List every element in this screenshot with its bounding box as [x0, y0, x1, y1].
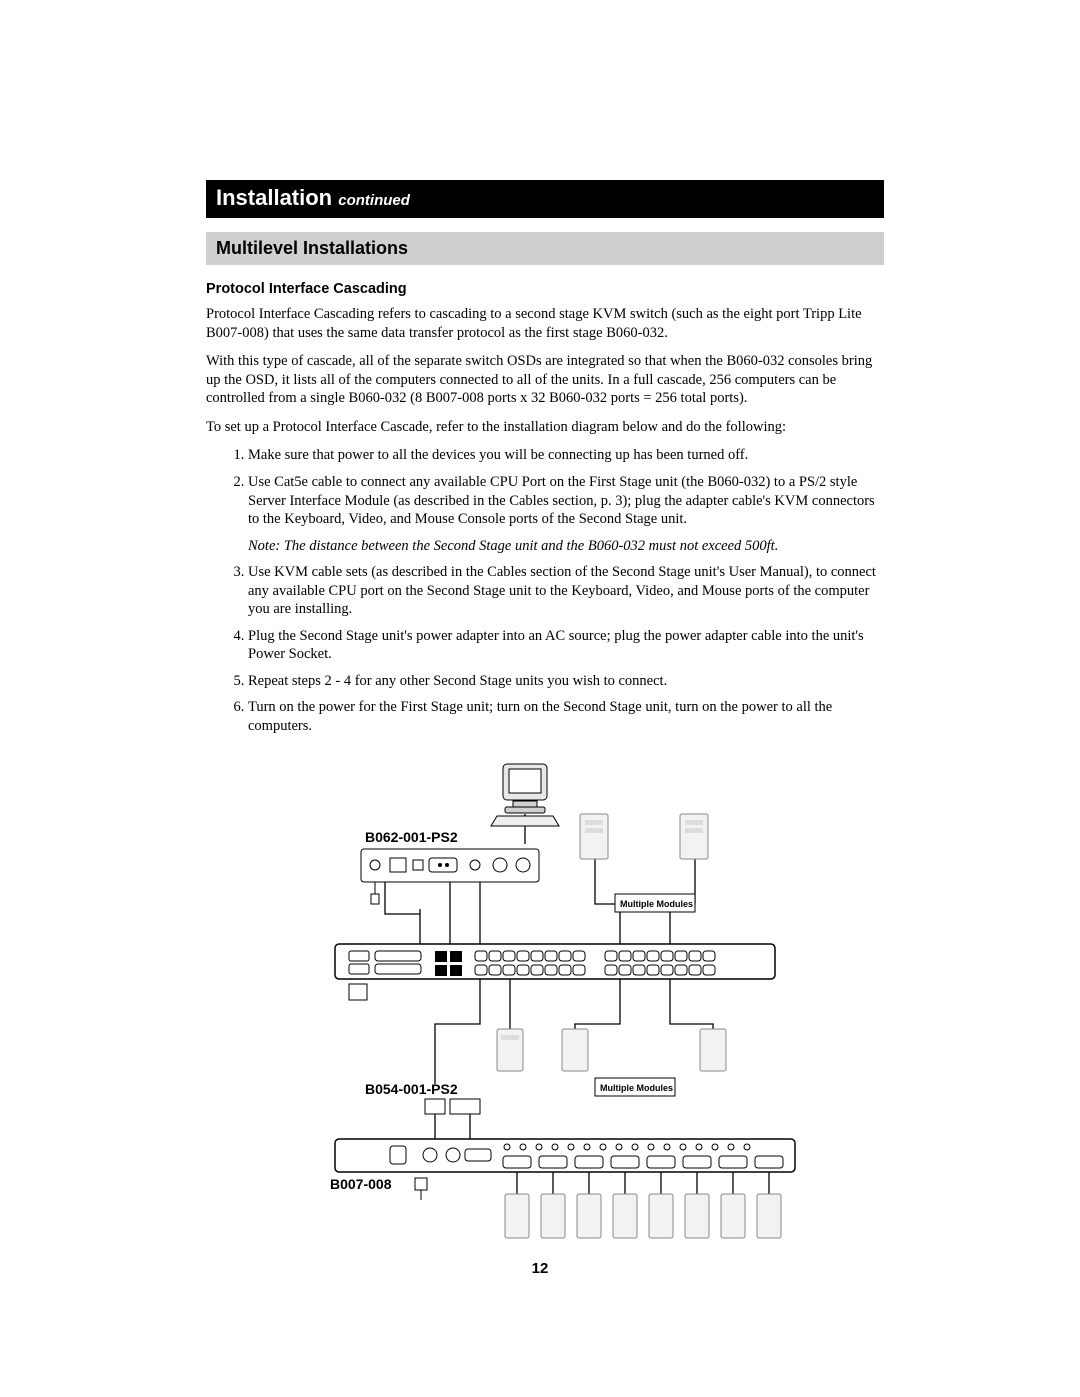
svg-text:Multiple Modules: Multiple Modules [600, 1083, 673, 1093]
header-black-bar: Installation continued [206, 180, 884, 218]
multiple-modules-box: Multiple Modules [595, 1078, 675, 1096]
steps-list: Make sure that power to all the devices … [206, 446, 884, 735]
label-b007: B007-008 [330, 1176, 392, 1192]
step-6: Turn on the power for the First Stage un… [248, 698, 884, 735]
tower-pc-icon [497, 1029, 523, 1071]
step-1: Make sure that power to all the devices … [248, 446, 884, 465]
tower-row [505, 1194, 781, 1238]
tower-pc-icon [580, 814, 608, 859]
installation-diagram: B062-001-PS2 [275, 754, 815, 1254]
paragraph-1: Protocol Interface Cascading refers to c… [206, 305, 884, 342]
header-title: Installation [216, 185, 332, 210]
tower-pc-icon [700, 1029, 726, 1071]
section-title-bar: Multilevel Installations [206, 232, 884, 265]
paragraph-3: To set up a Protocol Interface Cascade, … [206, 418, 884, 437]
paragraph-2: With this type of cascade, all of the se… [206, 352, 884, 408]
label-b054: B054-001-PS2 [365, 1081, 458, 1097]
subheading: Protocol Interface Cascading [206, 281, 884, 297]
body-text: Protocol Interface Cascading refers to c… [206, 305, 884, 735]
multiple-modules-box: Multiple Modules [615, 894, 695, 912]
section-title: Multilevel Installations [216, 238, 408, 258]
step-5: Repeat steps 2 - 4 for any other Second … [248, 672, 884, 691]
note: Note: The distance between the Second St… [248, 537, 884, 556]
monitor-icon [491, 764, 559, 826]
step-3: Use KVM cable sets (as described in the … [248, 563, 884, 619]
page-number: 12 [0, 1260, 1080, 1277]
page: Installation continued Multilevel Instal… [0, 0, 1080, 1397]
step-4: Plug the Second Stage unit's power adapt… [248, 627, 884, 664]
label-b062: B062-001-PS2 [365, 829, 458, 845]
header-continued: continued [338, 192, 410, 209]
svg-text:Multiple Modules: Multiple Modules [620, 899, 693, 909]
first-stage-rack [335, 944, 775, 1000]
tower-pc-icon [680, 814, 708, 859]
step-2: Use Cat5e cable to connect any available… [248, 473, 884, 555]
second-stage-rack [335, 1139, 795, 1172]
tower-pc-icon [562, 1029, 588, 1071]
